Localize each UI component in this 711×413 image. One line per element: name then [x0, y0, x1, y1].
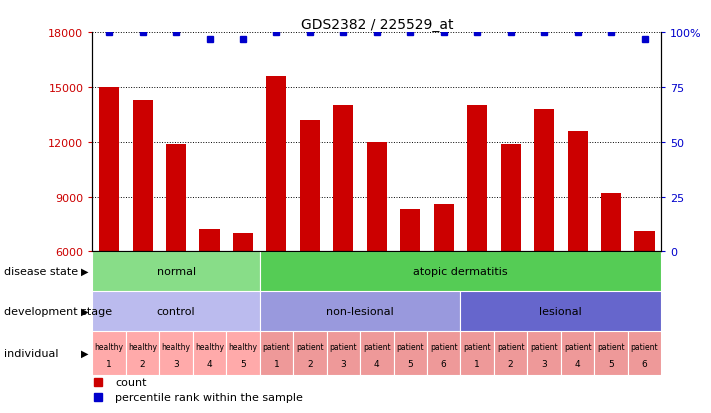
Text: 1: 1 — [474, 359, 480, 368]
Bar — [126, 331, 159, 375]
Text: ▶: ▶ — [81, 266, 89, 277]
Bar — [260, 292, 461, 331]
Text: patient: patient — [330, 342, 357, 351]
Bar — [567, 131, 587, 252]
Text: non-lesional: non-lesional — [326, 306, 394, 316]
Text: patient: patient — [530, 342, 558, 351]
Text: patient: patient — [262, 342, 290, 351]
Text: patient: patient — [397, 342, 424, 351]
Text: 2: 2 — [307, 359, 313, 368]
Bar — [293, 331, 326, 375]
Bar — [92, 252, 260, 292]
Bar — [226, 331, 260, 375]
Bar — [360, 331, 394, 375]
Bar — [260, 252, 661, 292]
Text: healthy: healthy — [95, 342, 124, 351]
Bar — [467, 106, 487, 252]
Bar — [601, 193, 621, 252]
Bar — [200, 230, 220, 252]
Text: 5: 5 — [407, 359, 413, 368]
Bar — [193, 331, 226, 375]
Bar — [300, 121, 320, 252]
Text: patient: patient — [564, 342, 592, 351]
Text: patient: patient — [464, 342, 491, 351]
Bar — [594, 331, 628, 375]
Bar — [628, 331, 661, 375]
Text: 3: 3 — [341, 359, 346, 368]
Text: 5: 5 — [240, 359, 246, 368]
Text: patient: patient — [363, 342, 390, 351]
Bar — [233, 233, 253, 252]
Bar — [394, 331, 427, 375]
Bar — [534, 109, 554, 252]
Text: disease state: disease state — [4, 266, 77, 277]
Bar — [494, 331, 528, 375]
Bar — [99, 88, 119, 252]
Text: healthy: healthy — [228, 342, 257, 351]
Bar — [367, 142, 387, 252]
Text: healthy: healthy — [128, 342, 157, 351]
Text: lesional: lesional — [540, 306, 582, 316]
Text: 4: 4 — [574, 359, 580, 368]
Title: GDS2382 / 225529_at: GDS2382 / 225529_at — [301, 18, 453, 32]
Text: 2: 2 — [508, 359, 513, 368]
Bar — [400, 210, 420, 252]
Text: ▶: ▶ — [81, 348, 89, 358]
Text: 3: 3 — [541, 359, 547, 368]
Text: 6: 6 — [641, 359, 648, 368]
Text: 4: 4 — [207, 359, 213, 368]
Text: patient: patient — [597, 342, 625, 351]
Text: patient: patient — [497, 342, 525, 351]
Bar — [92, 331, 126, 375]
Bar — [159, 331, 193, 375]
Bar — [461, 331, 494, 375]
Text: patient: patient — [296, 342, 324, 351]
Bar — [132, 100, 153, 252]
Bar — [427, 331, 461, 375]
Bar — [634, 232, 655, 252]
Text: 6: 6 — [441, 359, 447, 368]
Text: healthy: healthy — [161, 342, 191, 351]
Bar — [333, 106, 353, 252]
Bar — [326, 331, 360, 375]
Bar — [267, 77, 287, 252]
Text: 3: 3 — [173, 359, 179, 368]
Text: percentile rank within the sample: percentile rank within the sample — [115, 392, 303, 402]
Bar — [260, 331, 293, 375]
Bar — [461, 292, 661, 331]
Bar — [92, 292, 260, 331]
Text: ▶: ▶ — [81, 306, 89, 316]
Text: patient: patient — [631, 342, 658, 351]
Bar — [501, 144, 520, 252]
Text: patient: patient — [430, 342, 458, 351]
Text: 1: 1 — [274, 359, 279, 368]
Bar — [561, 331, 594, 375]
Bar — [434, 204, 454, 252]
Text: 5: 5 — [608, 359, 614, 368]
Bar — [166, 144, 186, 252]
Text: control: control — [156, 306, 196, 316]
Text: 1: 1 — [106, 359, 112, 368]
Text: atopic dermatitis: atopic dermatitis — [413, 266, 508, 277]
Text: development stage: development stage — [4, 306, 112, 316]
Text: individual: individual — [4, 348, 58, 358]
Text: 4: 4 — [374, 359, 380, 368]
Text: healthy: healthy — [195, 342, 224, 351]
Text: 2: 2 — [140, 359, 146, 368]
Text: count: count — [115, 377, 146, 387]
Bar — [528, 331, 561, 375]
Text: normal: normal — [156, 266, 196, 277]
